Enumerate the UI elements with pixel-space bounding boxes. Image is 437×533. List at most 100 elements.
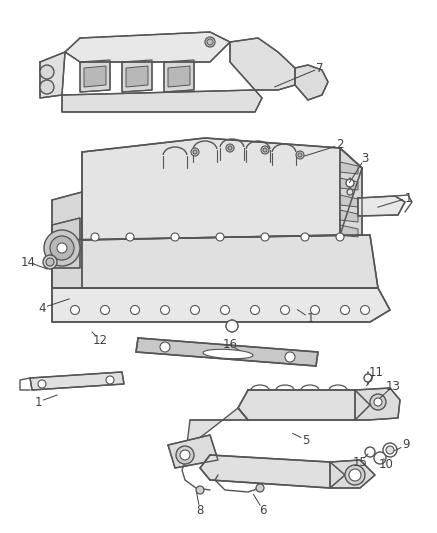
Text: 4: 4: [38, 302, 46, 314]
Circle shape: [91, 233, 99, 241]
Text: 1: 1: [306, 311, 314, 325]
Text: 1: 1: [404, 191, 412, 205]
Circle shape: [191, 305, 200, 314]
Circle shape: [180, 450, 190, 460]
Circle shape: [301, 233, 309, 241]
Polygon shape: [340, 210, 358, 222]
Circle shape: [349, 469, 361, 481]
Text: 8: 8: [196, 504, 204, 516]
Circle shape: [216, 233, 224, 241]
Ellipse shape: [203, 349, 253, 359]
Circle shape: [383, 443, 397, 457]
Polygon shape: [122, 60, 152, 92]
Text: 2: 2: [336, 139, 344, 151]
Circle shape: [345, 465, 365, 485]
Circle shape: [101, 305, 110, 314]
Polygon shape: [340, 148, 362, 235]
Circle shape: [261, 146, 269, 154]
Text: 3: 3: [361, 151, 369, 165]
Polygon shape: [295, 65, 328, 100]
Text: 5: 5: [302, 433, 310, 447]
Polygon shape: [126, 66, 148, 87]
Text: 16: 16: [222, 338, 237, 351]
Polygon shape: [164, 60, 194, 92]
Circle shape: [336, 233, 344, 241]
Polygon shape: [340, 225, 358, 237]
Polygon shape: [185, 408, 248, 460]
Circle shape: [207, 39, 213, 45]
Text: 6: 6: [259, 504, 267, 516]
Polygon shape: [358, 196, 405, 216]
Polygon shape: [168, 435, 218, 468]
Circle shape: [256, 484, 264, 492]
Polygon shape: [340, 195, 358, 207]
Circle shape: [196, 486, 204, 494]
Circle shape: [298, 153, 302, 157]
Circle shape: [365, 447, 375, 457]
Circle shape: [160, 342, 170, 352]
Circle shape: [205, 37, 215, 47]
Polygon shape: [230, 38, 295, 90]
Circle shape: [131, 305, 139, 314]
Polygon shape: [65, 32, 230, 62]
Polygon shape: [80, 60, 110, 92]
Circle shape: [364, 374, 372, 382]
Circle shape: [374, 452, 386, 464]
Polygon shape: [40, 52, 65, 98]
Polygon shape: [136, 338, 318, 366]
Circle shape: [296, 151, 304, 159]
Circle shape: [226, 144, 234, 152]
Text: 9: 9: [402, 439, 410, 451]
Circle shape: [346, 179, 354, 187]
Polygon shape: [52, 288, 390, 322]
Polygon shape: [52, 235, 378, 288]
Circle shape: [191, 148, 199, 156]
Polygon shape: [62, 90, 262, 112]
Circle shape: [176, 446, 194, 464]
Circle shape: [171, 233, 179, 241]
Text: 1: 1: [34, 395, 42, 408]
Polygon shape: [30, 372, 124, 390]
Circle shape: [281, 305, 289, 314]
Circle shape: [228, 146, 232, 150]
Text: 10: 10: [378, 458, 393, 472]
Circle shape: [374, 398, 382, 406]
Circle shape: [126, 233, 134, 241]
Polygon shape: [355, 388, 400, 420]
Circle shape: [226, 320, 238, 332]
Text: 7: 7: [316, 61, 324, 75]
Circle shape: [40, 65, 54, 79]
Circle shape: [386, 446, 394, 454]
Circle shape: [340, 305, 350, 314]
Circle shape: [160, 305, 170, 314]
Circle shape: [347, 189, 353, 195]
Polygon shape: [168, 66, 190, 87]
Circle shape: [38, 380, 46, 388]
Polygon shape: [84, 66, 106, 87]
Polygon shape: [200, 455, 345, 488]
Polygon shape: [330, 460, 375, 488]
Text: 13: 13: [385, 379, 400, 392]
Text: 15: 15: [353, 456, 368, 469]
Polygon shape: [340, 178, 358, 190]
Circle shape: [106, 376, 114, 384]
Circle shape: [361, 305, 370, 314]
Circle shape: [221, 305, 229, 314]
Polygon shape: [82, 138, 362, 240]
Polygon shape: [52, 218, 80, 268]
Circle shape: [261, 233, 269, 241]
Circle shape: [285, 352, 295, 362]
Text: 14: 14: [21, 255, 35, 269]
Circle shape: [263, 148, 267, 152]
Circle shape: [50, 236, 74, 260]
Text: 11: 11: [368, 366, 384, 378]
Text: 12: 12: [93, 334, 108, 346]
Polygon shape: [52, 192, 82, 288]
Circle shape: [43, 255, 57, 269]
Circle shape: [44, 230, 80, 266]
Circle shape: [311, 305, 319, 314]
Polygon shape: [340, 162, 358, 174]
Circle shape: [370, 394, 386, 410]
Polygon shape: [238, 390, 370, 420]
Circle shape: [46, 258, 54, 266]
